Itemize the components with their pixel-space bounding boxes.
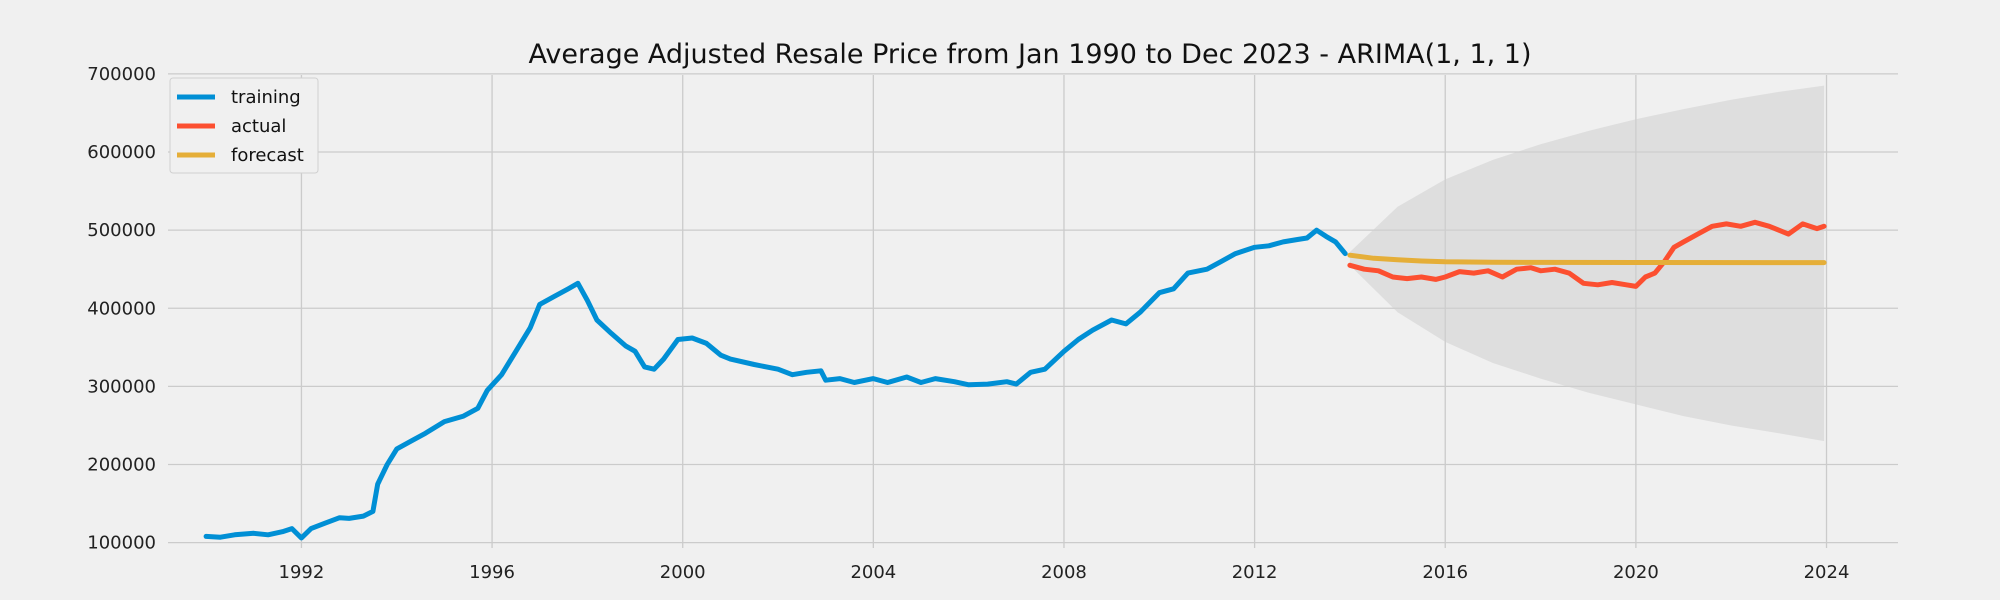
y-tick-label: 400000 [87, 298, 156, 319]
x-tick-label: 2000 [660, 562, 706, 583]
x-tick-label: 2004 [850, 562, 896, 583]
x-tick-label: 2012 [1232, 562, 1278, 583]
x-tick-label: 2016 [1422, 562, 1468, 583]
y-tick-label: 300000 [87, 376, 156, 397]
legend-label-training: training [231, 87, 301, 108]
legend: training actual forecast [169, 77, 319, 174]
y-axis-ticks: 100000 200000 300000 400000 500000 600000 7000… [87, 64, 156, 554]
x-tick-label: 2020 [1613, 562, 1659, 583]
series-line-forecast [1347, 252, 1827, 266]
y-tick-label: 600000 [87, 142, 156, 163]
x-axis-ticks: 1992 1996 2000 2004 2008 2012 2016 2020 2024 [279, 562, 1850, 583]
x-tick-label: 1992 [279, 562, 325, 583]
y-tick-label: 700000 [87, 64, 156, 85]
y-tick-label: 500000 [87, 220, 156, 241]
y-tick-label: 100000 [87, 533, 156, 554]
x-tick-label: 1996 [469, 562, 515, 583]
legend-label-actual: actual [231, 116, 286, 137]
legend-label-forecast: forecast [231, 145, 304, 166]
series-line-actual [1347, 219, 1827, 289]
x-tick-label: 2008 [1041, 562, 1087, 583]
series-line-training [203, 227, 1348, 541]
x-tick-label: 2024 [1804, 562, 1850, 583]
chart-title: Average Adjusted Resale Price from Jan 1… [528, 39, 1531, 70]
series-layer [203, 219, 1827, 541]
legend-box [169, 77, 319, 174]
y-tick-label: 200000 [87, 455, 156, 476]
